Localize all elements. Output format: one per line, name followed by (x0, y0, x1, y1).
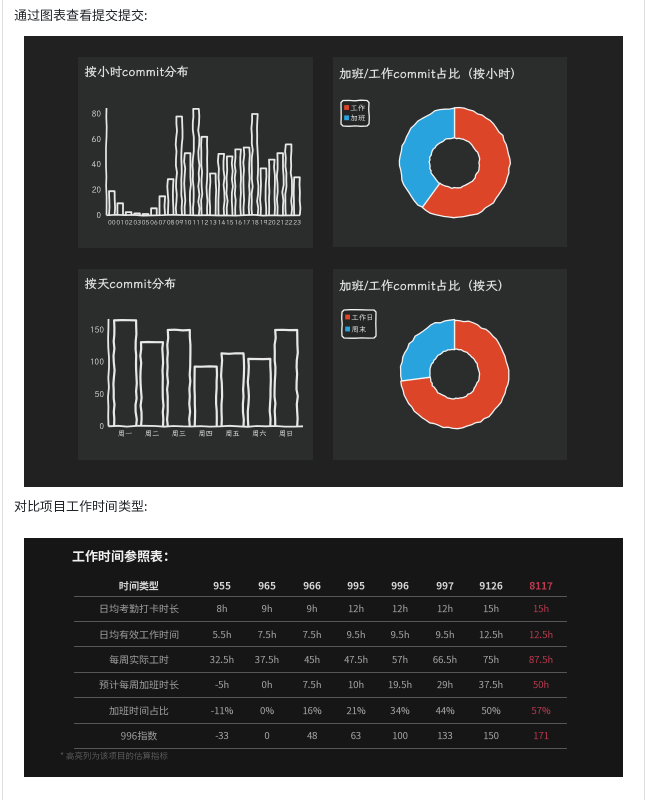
svg-text:23: 23 (293, 218, 301, 227)
svg-text:周六: 周六 (252, 429, 267, 439)
svg-text:08: 08 (167, 218, 175, 227)
svg-text:0: 0 (97, 210, 102, 221)
svg-text:19: 19 (259, 218, 267, 227)
svg-text:按天commit分布: 按天commit分布 (85, 275, 177, 292)
svg-text:周末: 周末 (351, 325, 366, 335)
svg-text:07: 07 (158, 218, 166, 227)
svg-text:01: 01 (116, 218, 124, 227)
svg-text:13: 13 (209, 218, 217, 227)
svg-text:15: 15 (226, 218, 234, 227)
svg-text:09: 09 (175, 218, 183, 227)
svg-text:工作日: 工作日 (351, 313, 374, 323)
svg-text:00: 00 (108, 218, 116, 227)
svg-text:18: 18 (251, 218, 259, 227)
svg-text:周五: 周五 (225, 429, 240, 439)
svg-text:0: 0 (100, 421, 105, 432)
svg-text:60: 60 (92, 134, 102, 145)
svg-text:周三: 周三 (172, 429, 187, 439)
svg-text:工作: 工作 (350, 103, 365, 113)
svg-text:周日: 周日 (279, 429, 294, 439)
svg-text:14: 14 (217, 218, 225, 227)
svg-text:按小时commit分布: 按小时commit分布 (85, 63, 189, 80)
svg-text:03: 03 (133, 218, 141, 227)
svg-text:21: 21 (276, 218, 284, 227)
svg-text:10: 10 (184, 218, 192, 227)
svg-text:周一: 周一 (118, 429, 133, 439)
svg-text:11: 11 (192, 218, 200, 227)
svg-text:加班: 加班 (350, 114, 365, 124)
svg-text:05: 05 (142, 218, 150, 227)
svg-text:02: 02 (125, 218, 133, 227)
svg-text:06: 06 (150, 218, 158, 227)
svg-text:80: 80 (92, 109, 102, 120)
svg-text:40: 40 (92, 159, 102, 170)
svg-text:20: 20 (92, 185, 102, 196)
svg-text:加班/工作commit占比（按天）: 加班/工作commit占比（按天） (339, 277, 510, 294)
svg-text:20: 20 (268, 218, 276, 227)
svg-text:加班/工作commit占比（按小时）: 加班/工作commit占比（按小时） (339, 65, 523, 82)
svg-text:17: 17 (243, 218, 251, 227)
svg-text:50: 50 (95, 389, 105, 400)
svg-text:16: 16 (234, 218, 242, 227)
svg-text:周四: 周四 (198, 429, 213, 439)
svg-text:100: 100 (90, 357, 105, 368)
svg-text:12: 12 (200, 218, 208, 227)
svg-text:周二: 周二 (145, 429, 160, 439)
svg-text:22: 22 (285, 218, 293, 227)
svg-text:150: 150 (90, 325, 105, 336)
